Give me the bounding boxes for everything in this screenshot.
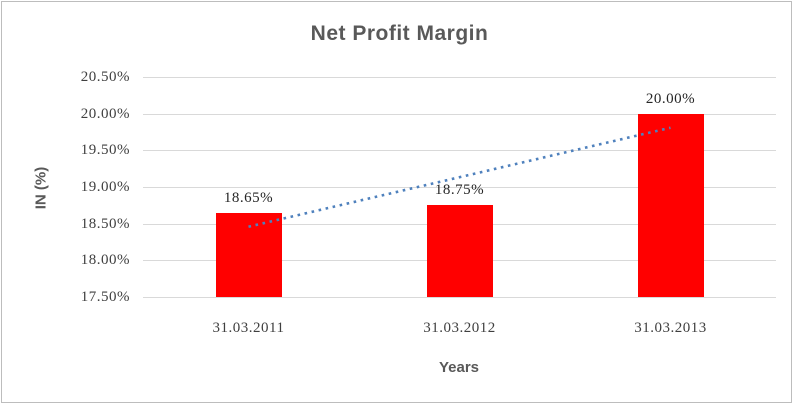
y-tick-label: 18.50%	[80, 215, 130, 232]
y-tick-label: 20.00%	[80, 105, 130, 122]
gridline	[143, 77, 776, 78]
bar-data-label: 18.65%	[223, 189, 274, 206]
y-tick-label: 19.50%	[80, 142, 130, 159]
x-tick-label: 31.03.2011	[212, 320, 285, 336]
gridline	[143, 113, 776, 115]
gridline	[143, 297, 776, 298]
y-tick-label: 17.50%	[80, 289, 130, 305]
x-tick-label: 31.03.2012	[423, 320, 496, 336]
bar-data-label: 18.75%	[434, 182, 485, 199]
x-axis-title: Years	[438, 359, 480, 376]
chart-title: Net Profit Margin	[310, 22, 489, 45]
gridline	[143, 187, 776, 188]
x-tick-label: 31.03.2013	[634, 320, 707, 336]
y-tick-label: 19.00%	[80, 179, 130, 195]
bar-data-label: 20.00%	[645, 90, 696, 107]
chart-bar[interactable]	[637, 113, 704, 297]
y-tick-label: 18.00%	[80, 252, 130, 269]
gridline	[143, 150, 776, 152]
chart-bar[interactable]	[426, 205, 493, 297]
y-tick-label: 20.50%	[80, 69, 130, 85]
